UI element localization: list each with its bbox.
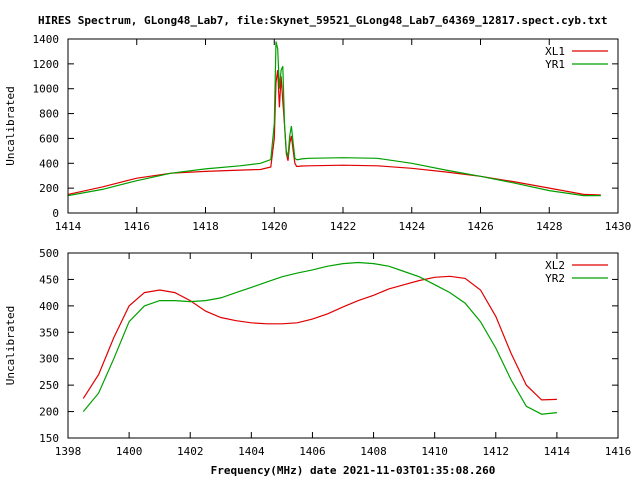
y-tick-label: 1000	[33, 83, 60, 96]
x-tick-label: 1428	[536, 220, 563, 233]
x-axis-label: Frequency(MHz) date 2021-11-03T01:35:08.…	[211, 464, 496, 477]
y-tick-label: 600	[39, 132, 59, 145]
bottom-spectrum-panel: 1398 1400 1402 1404 1406 1408 1410 1412 1414 1416…	[4, 247, 631, 477]
y-tick-label: 1400	[33, 33, 60, 46]
chart-title: HIRES Spectrum, GLong48_Lab7, file:Skyne…	[38, 14, 608, 27]
x-tick-label: 1418	[192, 220, 219, 233]
series-line-yr2	[82, 261, 557, 415]
y-tick-label: 300	[39, 353, 59, 366]
y-tick-label: 400	[39, 300, 59, 313]
y-tick-label: 0	[52, 207, 59, 220]
legend-label: YR1	[545, 58, 565, 71]
legend-label: XL2	[545, 259, 565, 272]
y-axis-label: Uncalibrated	[4, 306, 17, 385]
x-tick-label: 1426	[467, 220, 494, 233]
y-tick-label: 400	[39, 157, 59, 170]
series-line-xl1	[67, 70, 601, 196]
y-tick-label: 350	[39, 326, 59, 339]
x-tick-label: 1424	[399, 220, 426, 233]
series-line-yr1	[67, 41, 601, 197]
y-axis-label: Uncalibrated	[4, 86, 17, 165]
y-tick-label: 800	[39, 108, 59, 121]
x-tick-label: 1412	[483, 445, 510, 458]
y-tick-label: 1200	[33, 58, 60, 71]
x-tick-label: 1414	[544, 445, 571, 458]
y-tick-label: 500	[39, 247, 59, 260]
x-tick-label: 1414	[55, 220, 82, 233]
y-tick-label: 150	[39, 432, 59, 445]
y-tick-label: 250	[39, 379, 59, 392]
x-tick-label: 1408	[360, 445, 387, 458]
series-line-xl2	[82, 275, 557, 401]
top-spectrum-panel: 1414 1416 1418 1420 1422 1424 1426 1428 1430 0 200…	[4, 33, 631, 233]
x-tick-label: 1398	[55, 445, 82, 458]
x-tick-label: 1420	[261, 220, 288, 233]
x-tick-label: 1430	[605, 220, 632, 233]
legend-label: XL1	[545, 45, 565, 58]
plot-frame	[67, 38, 619, 214]
x-tick-label: 1404	[238, 445, 265, 458]
x-tick-label: 1400	[116, 445, 143, 458]
y-tick-label: 200	[39, 182, 59, 195]
plot-frame	[67, 252, 619, 439]
x-tick-label: 1422	[330, 220, 357, 233]
x-tick-label: 1416	[605, 445, 632, 458]
x-tick-label: 1410	[421, 445, 448, 458]
y-tick-label: 200	[39, 406, 59, 419]
legend-label: YR2	[545, 272, 565, 285]
x-tick-label: 1416	[124, 220, 151, 233]
y-tick-label: 450	[39, 273, 59, 286]
x-tick-label: 1402	[177, 445, 204, 458]
x-tick-label: 1406	[299, 445, 326, 458]
